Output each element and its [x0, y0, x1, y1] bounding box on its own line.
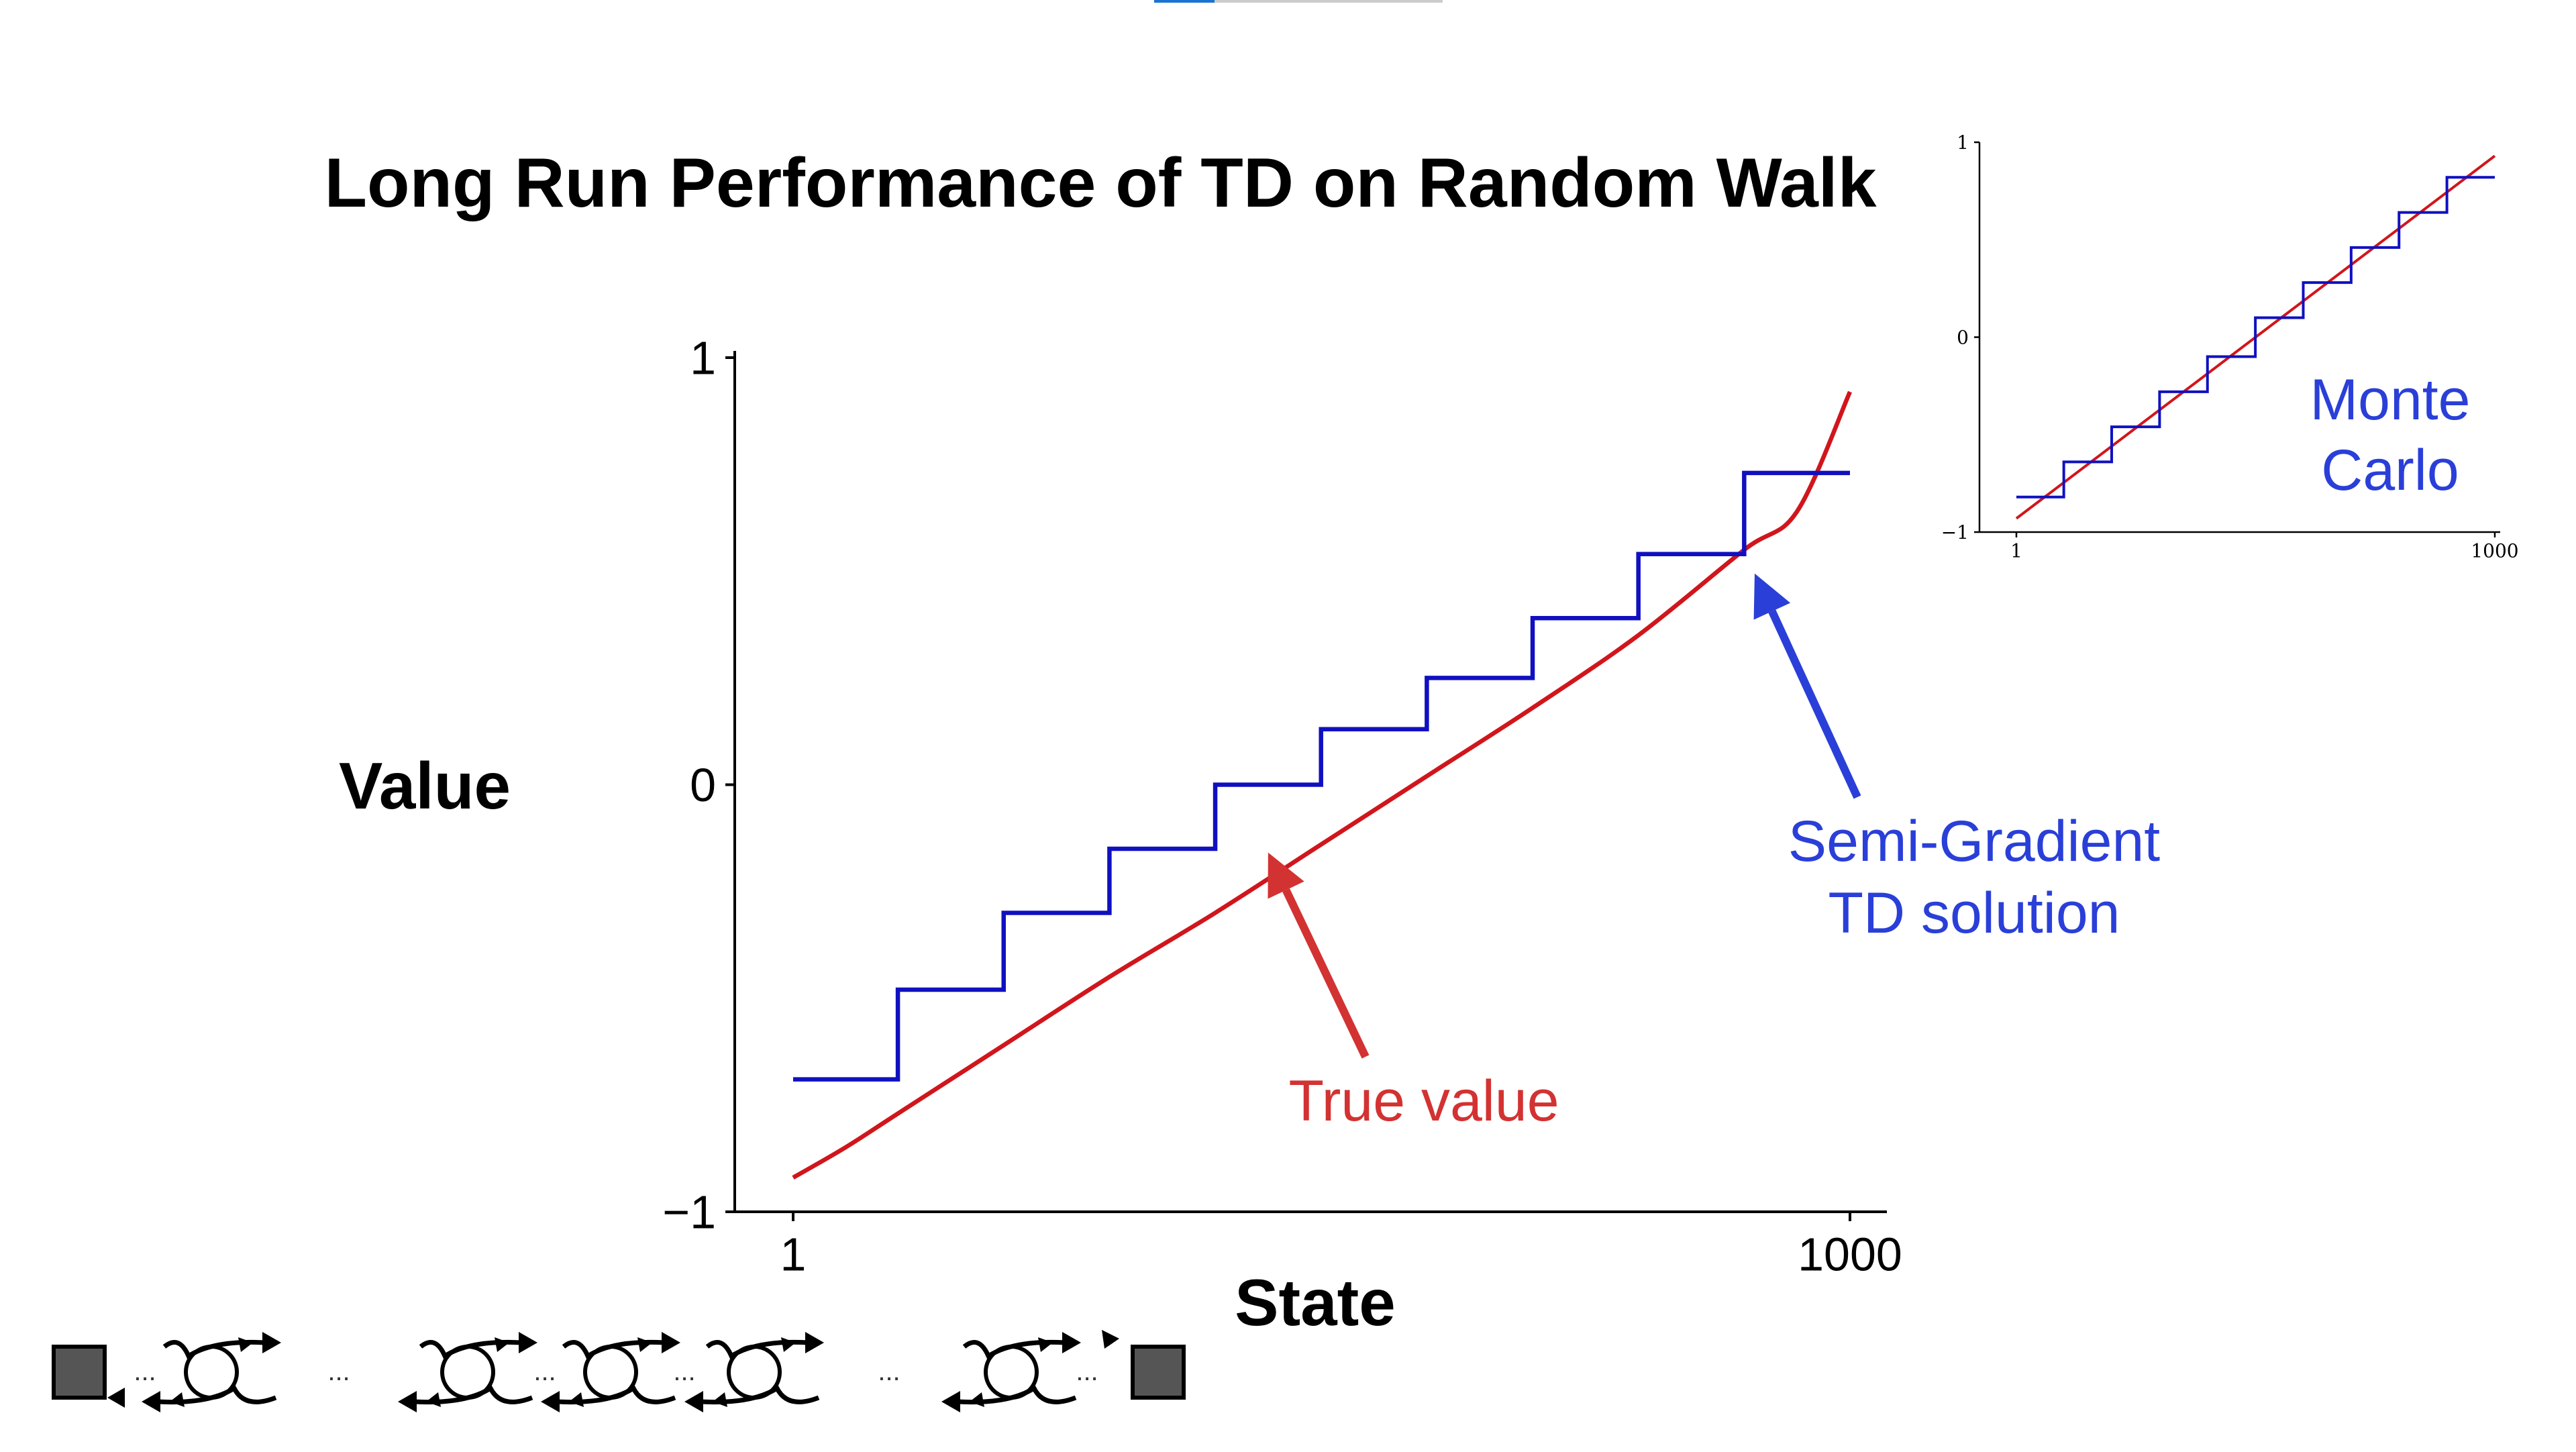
td-solution-series: [793, 470, 1850, 1082]
walk-ellipsis: ...: [1076, 1357, 1098, 1386]
y-tick-label: 0: [1957, 326, 1969, 348]
main-y-axis-label: Value: [339, 749, 511, 823]
main-annotations: True value Semi-Gradient TD solution: [1268, 573, 2161, 1133]
top-progress-bar: [1154, 0, 1443, 3]
left-arrow-icon: [541, 1391, 560, 1412]
y-tick-label: −1: [1941, 521, 1969, 543]
arrow-tip-icon: [426, 1392, 441, 1407]
left-arc: [413, 1384, 533, 1405]
walk-state: [684, 1332, 824, 1412]
walk-state: [541, 1332, 680, 1412]
right-arrow-icon: [1062, 1332, 1081, 1353]
arrow-tip-icon: [781, 1337, 796, 1352]
left-arc: [157, 1384, 277, 1405]
arrow-tip-icon: [238, 1337, 253, 1352]
y-tick-label: −1: [662, 1186, 716, 1239]
td-solution-arrow-shaft: [1768, 609, 1861, 799]
monte-carlo-label: Carlo: [2321, 438, 2459, 503]
arrow-tip-icon: [1038, 1337, 1053, 1352]
arrow-tip-icon: [637, 1337, 652, 1352]
td-solution-annotation: Semi-Gradient: [1788, 809, 2161, 874]
arrow-tip-icon: [970, 1392, 984, 1407]
left-arc: [556, 1384, 676, 1405]
main-chart: 1 0 −1 1 1000 State Value True value Semi-Gra…: [339, 332, 2160, 1340]
left-arrow-icon: [941, 1391, 960, 1412]
x-tick-label: 1: [2010, 539, 2022, 562]
left-terminal-arrow-icon: [107, 1388, 125, 1408]
walk-state: [142, 1332, 281, 1412]
random-walk-diagram: ..................: [52, 1330, 1186, 1412]
left-terminal-state: [52, 1345, 107, 1400]
inset-ticks: 1 0 −1 1 1000: [1941, 132, 2519, 562]
right-terminal-arrow-icon: [1102, 1330, 1119, 1349]
left-arc: [957, 1384, 1077, 1405]
right-terminal-state: [1131, 1345, 1186, 1400]
true-value-arrow-head: [1268, 852, 1304, 899]
true-value-arrow-shaft: [1282, 888, 1370, 1059]
td-solution-series: [2016, 176, 2495, 499]
main-series: [792, 391, 1852, 1180]
y-tick-label: 1: [1957, 132, 1969, 154]
td-solution-annotation: TD solution: [1828, 881, 2120, 945]
walk-state: [398, 1332, 537, 1412]
y-tick-label: 1: [690, 332, 716, 384]
walk-ellipsis: ...: [673, 1357, 695, 1386]
arrow-tip-icon: [713, 1392, 727, 1407]
x-tick-label: 1000: [1798, 1229, 1902, 1281]
right-arrow-icon: [662, 1332, 680, 1353]
x-tick-label: 1000: [2471, 539, 2518, 562]
walk-ellipsis: ...: [327, 1357, 350, 1386]
x-tick-label: 1: [780, 1229, 807, 1281]
y-tick-label: 0: [690, 759, 716, 811]
walk-ellipsis: ...: [533, 1357, 556, 1386]
main-ticks: 1 0 −1 1 1000: [662, 332, 1902, 1281]
walk-ellipsis: ...: [878, 1357, 900, 1386]
top-progress-bar-fill: [1154, 0, 1215, 3]
left-arrow-icon: [398, 1391, 417, 1412]
right-arrow-icon: [519, 1332, 537, 1353]
monte-carlo-label: Monte: [2310, 368, 2470, 432]
main-x-axis-label: State: [1235, 1265, 1396, 1339]
arrow-tip-icon: [569, 1392, 584, 1407]
true-value-annotation: True value: [1288, 1069, 1559, 1133]
left-arc: [700, 1384, 820, 1405]
left-arrow-icon: [684, 1391, 703, 1412]
arrow-tip-icon: [495, 1337, 509, 1352]
td-solution-arrow-head: [1753, 573, 1791, 620]
slide-title: Long Run Performance of TD on Random Wal…: [324, 144, 1876, 222]
right-arrow-icon: [805, 1332, 824, 1353]
walk-state: [941, 1332, 1081, 1412]
right-arrow-icon: [262, 1332, 281, 1353]
inset-series: [2015, 154, 2496, 520]
left-arrow-icon: [142, 1391, 160, 1412]
arrow-tip-icon: [170, 1392, 185, 1407]
walk-ellipsis: ...: [134, 1357, 156, 1386]
